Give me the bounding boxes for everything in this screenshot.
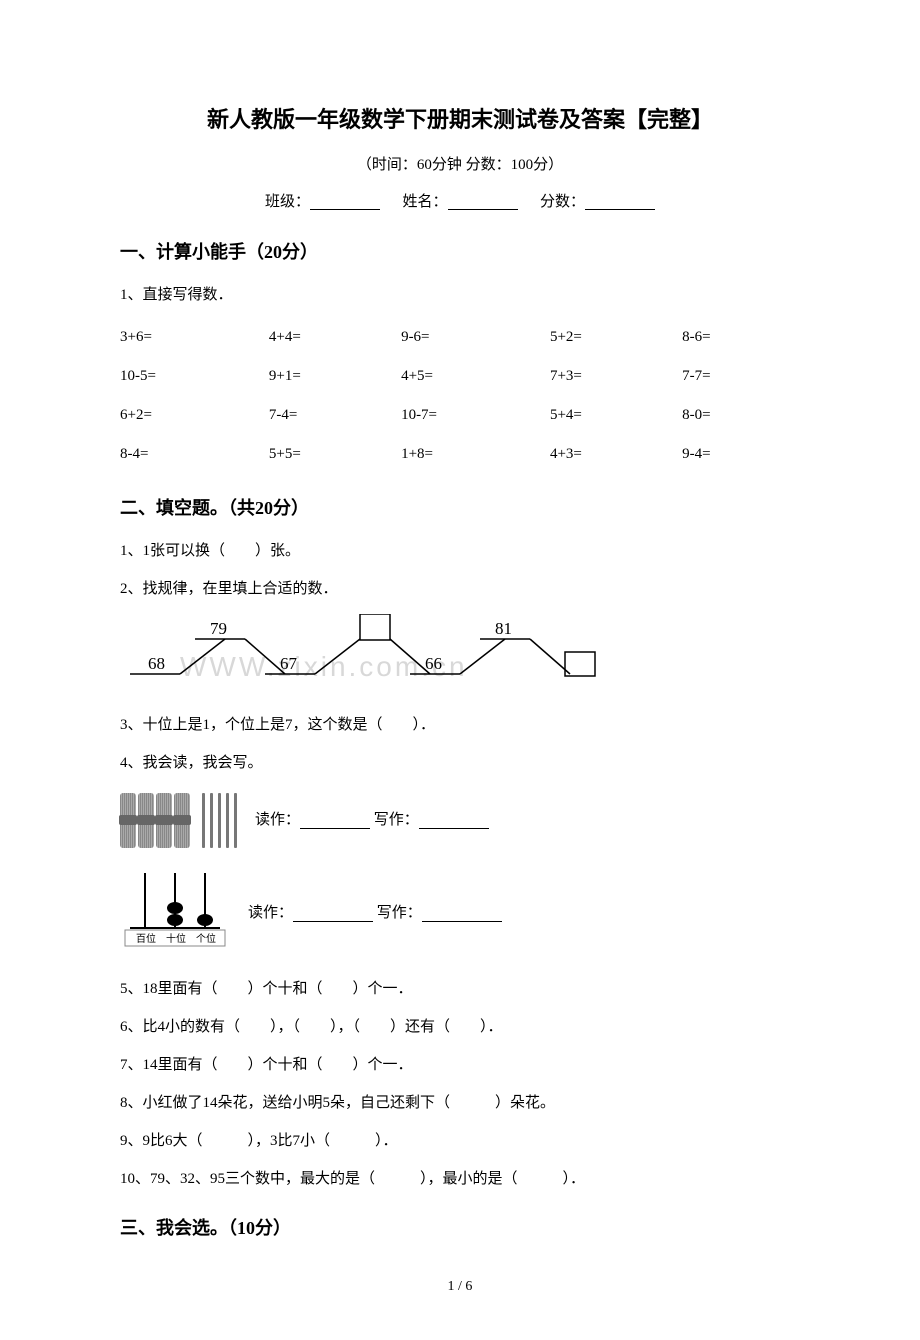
abacus-icon: 百位 十位 个位: [120, 868, 230, 959]
table-row: 10-5= 9+1= 4+5= 7+3= 7-7=: [120, 357, 800, 396]
section2-q3: 3、十位上是1，个位上是7，这个数是（ ）．: [120, 710, 800, 740]
write-label: 写作：: [374, 812, 419, 828]
section2-q5: 5、18里面有（ ）个十和（ ）个一．: [120, 974, 800, 1004]
read-write-labels-2: 读作： 写作：: [248, 900, 502, 927]
svg-text:十位: 十位: [166, 932, 186, 945]
info-blanks: 班级： 姓名： 分数：: [120, 189, 800, 216]
pattern-svg: 68 79 67 66 81: [120, 614, 680, 684]
section2-q10: 10、79、32、95三个数中，最大的是（ ），最小的是（ ）．: [120, 1164, 800, 1194]
calc-cell: 8-0=: [682, 396, 800, 435]
svg-text:百位: 百位: [136, 932, 156, 945]
calc-cell: 4+5=: [401, 357, 550, 396]
section2-heading: 二、填空题。（共20分）: [120, 492, 800, 524]
page-footer: 1 / 6: [120, 1274, 800, 1299]
read-label: 读作：: [255, 812, 300, 828]
abacus-row: 百位 十位 个位 读作： 写作：: [120, 868, 800, 959]
score-blank: [585, 194, 655, 210]
calc-cell: 8-6=: [682, 318, 800, 357]
exam-title: 新人教版一年级数学下册期末测试卷及答案【完整】: [120, 100, 800, 140]
section2-q6: 6、比4小的数有（ ），（ ），（ ）还有（ ）．: [120, 1012, 800, 1042]
class-label: 班级：: [265, 194, 310, 210]
section1-q1: 1、直接写得数．: [120, 280, 800, 310]
calc-cell: 10-5=: [120, 357, 269, 396]
calc-cell: 4+4=: [269, 318, 401, 357]
calc-cell: 1+8=: [401, 435, 550, 474]
svg-text:66: 66: [425, 654, 442, 673]
score-label: 分数：: [540, 194, 585, 210]
table-row: 6+2= 7-4= 10-7= 5+4= 8-0=: [120, 396, 800, 435]
calc-cell: 5+4=: [550, 396, 682, 435]
calc-cell: 8-4=: [120, 435, 269, 474]
svg-text:个位: 个位: [196, 932, 216, 945]
pattern-diagram: WWW.zixin.com.cn 68 79 67 66 81: [120, 614, 800, 695]
write-label: 写作：: [377, 905, 422, 921]
calc-cell: 10-7=: [401, 396, 550, 435]
class-blank: [310, 194, 380, 210]
name-label: 姓名：: [402, 194, 447, 210]
calc-cell: 7-7=: [682, 357, 800, 396]
svg-text:67: 67: [280, 654, 298, 673]
section2-q7: 7、14里面有（ ）个十和（ ）个一．: [120, 1050, 800, 1080]
table-row: 3+6= 4+4= 9-6= 5+2= 8-6=: [120, 318, 800, 357]
name-blank: [448, 194, 518, 210]
read-label: 读作：: [248, 905, 293, 921]
section1-heading: 一、计算小能手（20分）: [120, 236, 800, 268]
section2-q4: 4、我会读，我会写。: [120, 748, 800, 778]
bundle-row: 读作： 写作：: [120, 793, 800, 848]
sticks-icon: [202, 793, 237, 848]
read-blank: [300, 813, 370, 829]
exam-subtitle: （时间：60分钟 分数：100分）: [120, 152, 800, 179]
calc-cell: 7+3=: [550, 357, 682, 396]
section3-heading: 三、我会选。（10分）: [120, 1212, 800, 1244]
calc-cell: 9-6=: [401, 318, 550, 357]
svg-text:81: 81: [495, 619, 512, 638]
calc-cell: 7-4=: [269, 396, 401, 435]
section2-q1: 1、1张可以换（ ）张。: [120, 536, 800, 566]
calc-cell: 3+6=: [120, 318, 269, 357]
read-write-labels-1: 读作： 写作：: [255, 807, 489, 834]
section2-q8: 8、小红做了14朵花，送给小明5朵，自己还剩下（ ）朵花。: [120, 1088, 800, 1118]
calc-cell: 5+2=: [550, 318, 682, 357]
section2-q2: 2、找规律，在里填上合适的数．: [120, 574, 800, 604]
calc-cell: 9+1=: [269, 357, 401, 396]
calc-cell: 9-4=: [682, 435, 800, 474]
bundles-icon: [120, 793, 190, 848]
table-row: 8-4= 5+5= 1+8= 4+3= 9-4=: [120, 435, 800, 474]
svg-text:68: 68: [148, 654, 165, 673]
svg-text:79: 79: [210, 619, 227, 638]
section2-q9: 9、9比6大（ ），3比7小（ ）．: [120, 1126, 800, 1156]
read-blank: [293, 906, 373, 922]
write-blank: [422, 906, 502, 922]
calc-table: 3+6= 4+4= 9-6= 5+2= 8-6= 10-5= 9+1= 4+5=…: [120, 318, 800, 474]
write-blank: [419, 813, 489, 829]
calc-cell: 4+3=: [550, 435, 682, 474]
calc-cell: 6+2=: [120, 396, 269, 435]
calc-cell: 5+5=: [269, 435, 401, 474]
